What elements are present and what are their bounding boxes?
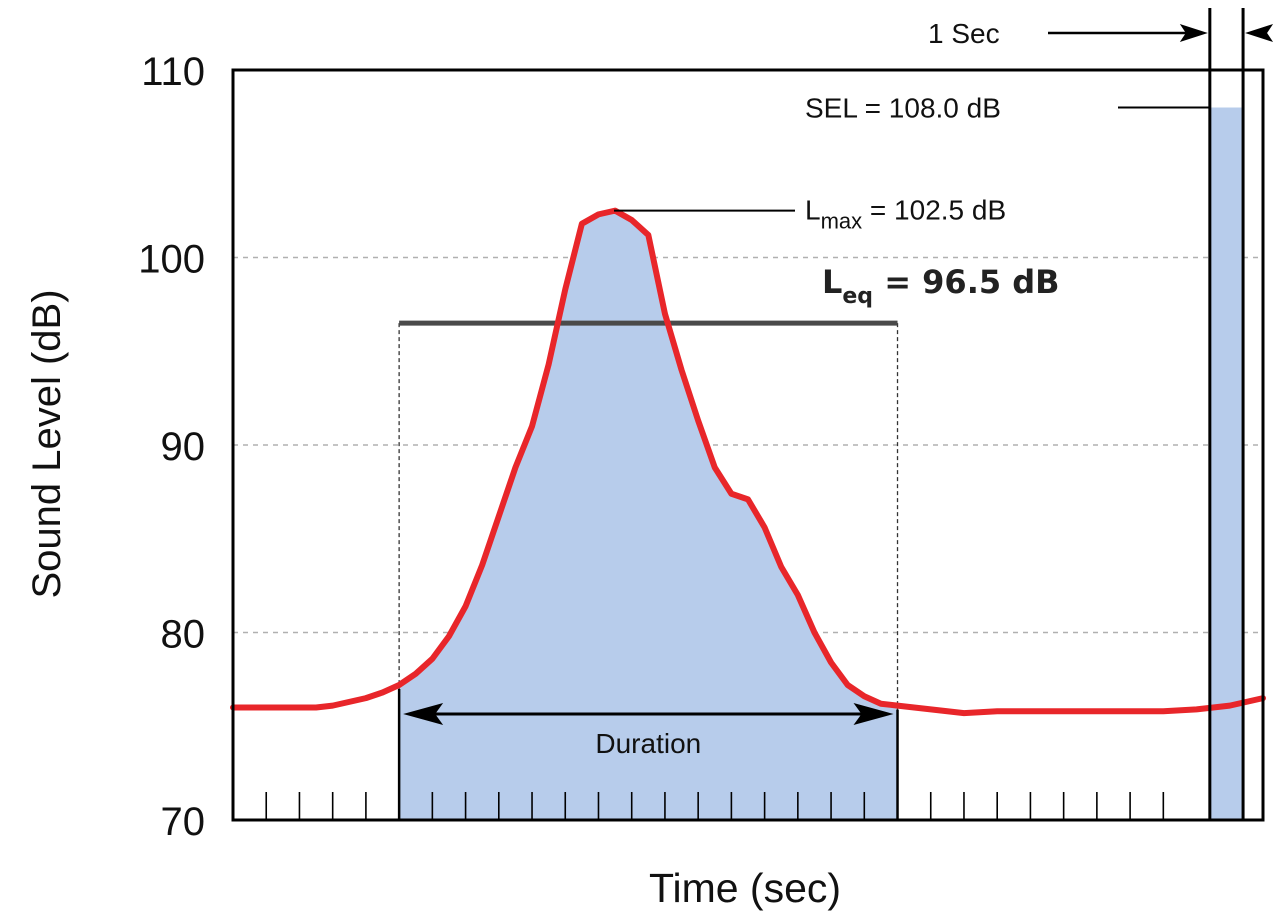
y-tick-label: 70	[161, 800, 206, 844]
one-second-label: 1 Sec	[928, 18, 1000, 49]
duration-arrow-right-head	[853, 703, 894, 725]
sound-level-curve	[230, 207, 1266, 717]
annotation-layer: 110 100 90 80 70 Duration Lmax = 102.5 dB Leq =…	[138, 18, 1274, 844]
plot-frame	[231, 68, 1265, 822]
y-tick-label: 110	[141, 50, 205, 94]
area-fill-layer	[399, 107, 1244, 820]
y-tick-label: 100	[138, 238, 205, 282]
duration-label: Duration	[595, 728, 701, 759]
y-tick-label: 80	[161, 613, 206, 657]
curve-layer	[230, 207, 1266, 717]
leq-label: Leq = 96.5 dB	[822, 263, 1060, 309]
y-axis-label: Sound Level (dB)	[25, 289, 69, 598]
one-second-arrow-left-head	[1179, 24, 1208, 42]
x-axis-label: Time (sec)	[649, 865, 841, 911]
lmax-label: Lmax = 102.5 dB	[805, 195, 1006, 234]
sel-label: SEL = 108.0 dB	[805, 93, 1001, 124]
one-second-arrow-right-head	[1245, 24, 1274, 42]
area-fill	[399, 210, 898, 820]
duration-arrow-left-head	[403, 703, 444, 725]
sel-bar	[1209, 107, 1244, 820]
y-tick-label: 90	[161, 425, 206, 469]
tick-layer	[265, 792, 1165, 820]
